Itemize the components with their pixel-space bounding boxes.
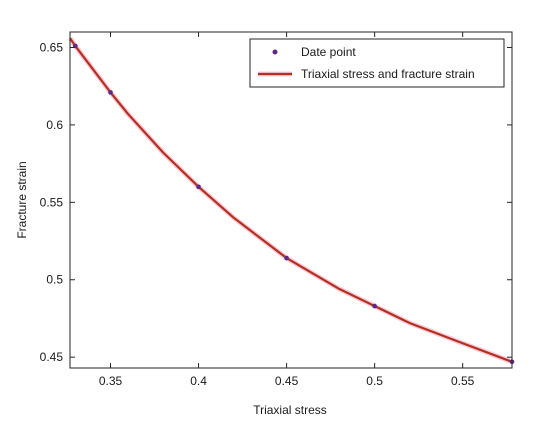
- plot-frame: [69, 31, 513, 369]
- y-tick-label: 0.5: [46, 273, 63, 287]
- y-tick-label: 0.45: [40, 350, 64, 364]
- legend-marker-date-point: [272, 49, 278, 55]
- legend-box: [249, 38, 505, 88]
- legend-label-date-point: Date point: [301, 45, 356, 59]
- y-tick-label: 0.55: [40, 195, 64, 209]
- x-axis-label: Triaxial stress: [253, 403, 327, 417]
- data-point: [108, 90, 113, 95]
- y-axis-label: Fracture strain: [15, 161, 29, 238]
- y-tick-label: 0.65: [40, 40, 64, 54]
- fit-line: [69, 37, 513, 363]
- data-point: [372, 303, 377, 309]
- x-tick-label: 0.55: [451, 374, 475, 388]
- legend-label-fit: Triaxial stress and fracture strain: [301, 67, 475, 81]
- y-axis: 0.45 0.5 0.55 0.6 0.65: [40, 40, 512, 364]
- legend: Date point Triaxial stress and fracture …: [249, 38, 505, 88]
- data-point: [196, 184, 201, 190]
- y-tick-label: 0.6: [46, 118, 63, 132]
- series-layer: [67, 36, 515, 365]
- x-tick-label: 0.35: [99, 374, 123, 388]
- x-axis: 0.35 0.4 0.45 0.5 0.55: [99, 32, 475, 388]
- data-point: [284, 255, 289, 261]
- x-tick-label: 0.45: [275, 374, 299, 388]
- x-tick-label: 0.4: [190, 374, 207, 388]
- x-tick-label: 0.5: [366, 374, 383, 388]
- plot-area: [70, 32, 512, 368]
